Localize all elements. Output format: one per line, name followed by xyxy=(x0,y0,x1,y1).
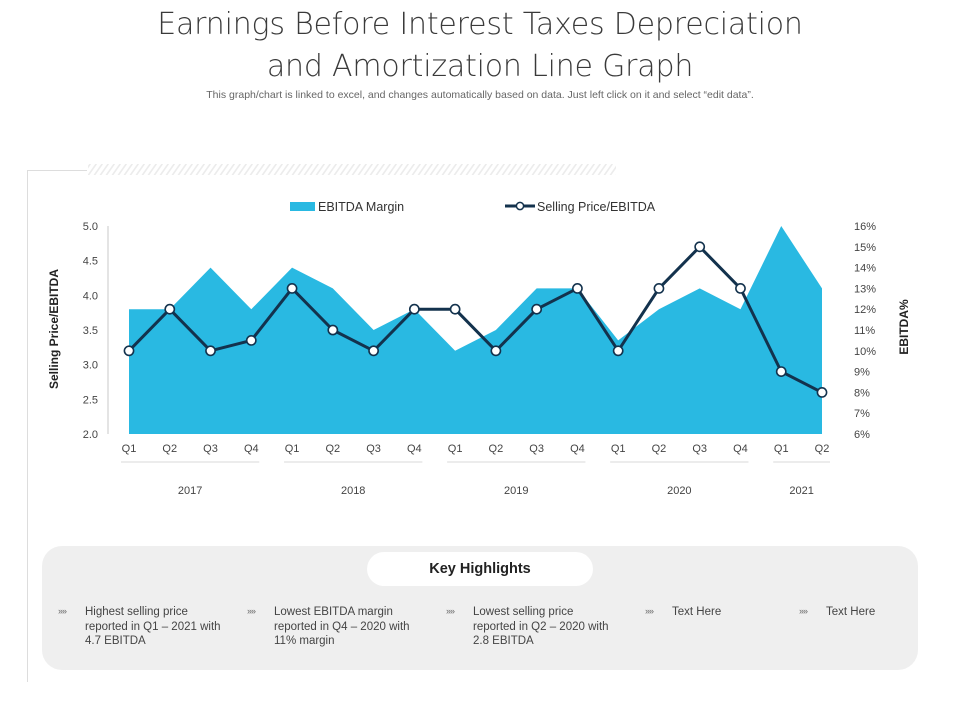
frame-top-line xyxy=(27,170,87,171)
year-label: 2017 xyxy=(178,485,202,497)
x-tick-label: Q4 xyxy=(733,443,748,455)
selling-price-point xyxy=(123,345,135,357)
selling-price-point xyxy=(205,345,216,357)
y-axis-title: Selling Price/EBITDA xyxy=(47,269,61,389)
y-tick-label: 2.5 xyxy=(83,394,98,406)
chevrons-icon: ›››› xyxy=(247,606,256,616)
x-tick-label: Q1 xyxy=(285,443,300,455)
y2-tick-label: 10% xyxy=(854,346,876,358)
y-tick-label: 4.0 xyxy=(83,290,98,302)
chevrons-icon: ›››› xyxy=(799,606,808,616)
y2-tick-label: 11% xyxy=(854,325,875,337)
selling-price-point xyxy=(531,303,543,315)
selling-price-point xyxy=(368,345,379,357)
highlights-heading: Key Highlights xyxy=(367,552,593,586)
chevrons-icon: ›››› xyxy=(446,606,455,616)
year-label: 2018 xyxy=(341,485,365,497)
year-label: 2021 xyxy=(789,485,813,497)
y-tick-label: 3.0 xyxy=(83,360,98,372)
x-tick-label: Q4 xyxy=(244,443,259,455)
y2-axis-title: EBITDA% xyxy=(897,299,911,355)
selling-price-point xyxy=(816,386,828,398)
x-tick-label: Q3 xyxy=(692,443,707,455)
y-tick-label: 5.0 xyxy=(83,221,98,233)
y2-tick-label: 9% xyxy=(854,367,870,379)
y2-tick-label: 13% xyxy=(854,283,876,295)
selling-price-point xyxy=(653,282,665,294)
legend-area-label: EBITDA Margin xyxy=(318,200,404,214)
x-tick-label: Q1 xyxy=(611,443,626,455)
selling-price-point xyxy=(245,334,257,346)
x-tick-label: Q1 xyxy=(448,443,463,455)
y2-tick-label: 7% xyxy=(854,408,870,420)
year-label: 2020 xyxy=(667,485,691,497)
selling-price-point xyxy=(612,345,624,357)
y2-tick-label: 16% xyxy=(854,221,876,233)
decorative-hatch-band xyxy=(88,164,616,175)
y-tick-label: 2.0 xyxy=(83,429,98,441)
selling-price-point xyxy=(286,282,298,294)
selling-price-point xyxy=(449,303,461,315)
chevrons-icon: ›››› xyxy=(645,606,654,616)
selling-price-point xyxy=(164,303,176,315)
ebitda-margin-area xyxy=(129,226,822,434)
selling-price-point xyxy=(694,241,706,253)
x-tick-label: Q2 xyxy=(489,443,504,455)
legend-line-label: Selling Price/EBITDA xyxy=(537,200,656,214)
title-line-1: Earnings Before Interest Taxes Depreciat… xyxy=(157,7,803,42)
highlight-text-2: Lowest EBITDA margin reported in Q4 – 20… xyxy=(274,606,410,647)
year-label: 2019 xyxy=(504,485,528,497)
highlight-text-4: Text Here xyxy=(672,606,722,618)
selling-price-point xyxy=(572,282,583,294)
title-line-2: and Amortization Line Graph xyxy=(266,49,694,84)
highlight-text-1: Highest selling price reported in Q1 – 2… xyxy=(85,606,221,647)
y-tick-label: 3.5 xyxy=(83,325,98,337)
x-tick-label: Q1 xyxy=(774,443,789,455)
x-tick-label: Q3 xyxy=(366,443,381,455)
x-tick-label: Q2 xyxy=(815,443,830,455)
chevrons-icon: ›››› xyxy=(58,606,67,616)
x-tick-label: Q4 xyxy=(407,443,422,455)
page-title: Earnings Before Interest Taxes Depreciat… xyxy=(0,4,960,88)
legend-line-marker xyxy=(515,201,525,211)
x-tick-label: Q2 xyxy=(652,443,667,455)
x-tick-label: Q2 xyxy=(325,443,340,455)
y2-tick-label: 12% xyxy=(854,304,876,316)
highlight-text-5: Text Here xyxy=(826,606,876,618)
y2-tick-label: 15% xyxy=(854,242,876,254)
y2-tick-label: 14% xyxy=(854,263,876,275)
ebitda-chart: 2.0 2.5 3.0 3.5 4.0 4.5 5.0 6% 7% 8% 9% 10% 11% 12% 13… xyxy=(47,164,911,497)
selling-price-line xyxy=(127,245,823,394)
x-tick-label: Q1 xyxy=(122,443,137,455)
selling-price-point xyxy=(490,345,502,357)
selling-price-point xyxy=(775,366,787,377)
x-tick-label: Q4 xyxy=(570,443,585,455)
selling-price-point xyxy=(735,282,746,294)
selling-price-point xyxy=(408,303,420,315)
x-tick-label: Q3 xyxy=(203,443,218,455)
legend-area-swatch xyxy=(290,202,315,211)
y2-tick-label: 8% xyxy=(854,387,870,399)
y-tick-label: 4.5 xyxy=(83,256,98,268)
frame-left-line xyxy=(27,170,28,682)
x-tick-label: Q2 xyxy=(162,443,177,455)
x-tick-label: Q3 xyxy=(529,443,544,455)
selling-price-point xyxy=(327,324,339,336)
page-subtitle: This graph/chart is linked to excel, and… xyxy=(206,89,754,101)
y2-tick-label: 6% xyxy=(854,429,870,441)
highlight-text-3: Lowest selling price reported in Q2 – 20… xyxy=(473,606,609,647)
